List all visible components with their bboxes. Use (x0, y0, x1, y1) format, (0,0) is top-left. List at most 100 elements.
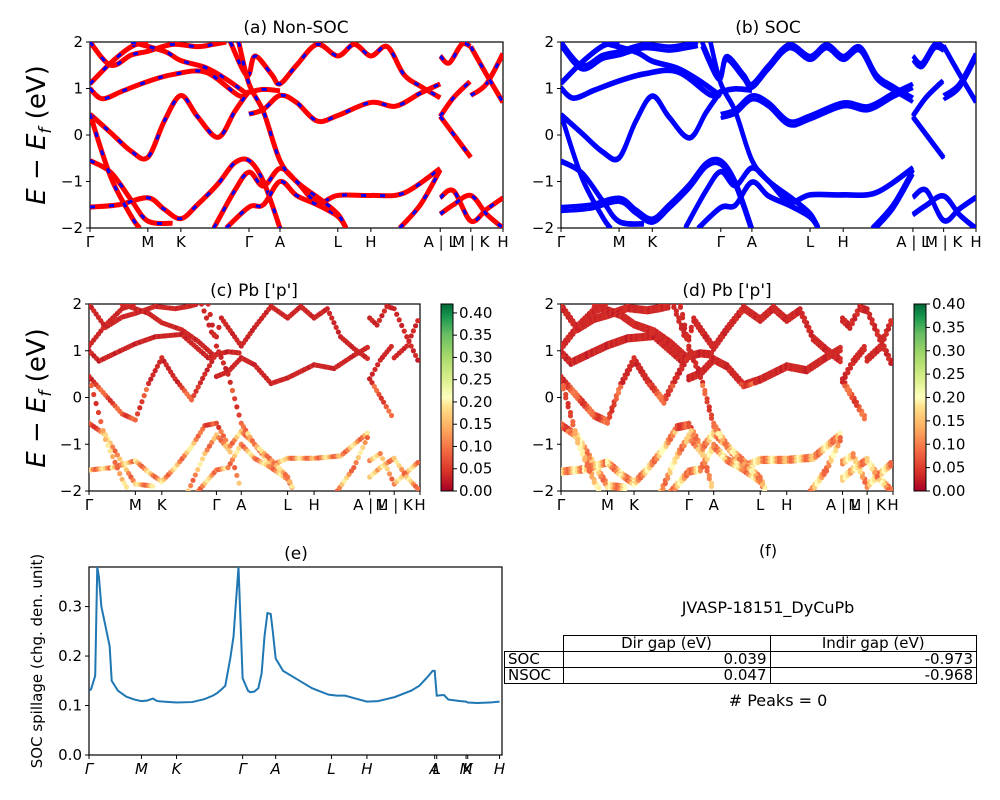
band-line-soc-dash (469, 52, 503, 97)
band-line-soc (683, 165, 915, 228)
x-tick-label: Γ (557, 233, 566, 251)
band-point (188, 483, 194, 489)
band-point (665, 305, 671, 311)
x-tick-label: Γ (557, 496, 566, 514)
band-point (375, 362, 381, 368)
panel-c-ylabel: E − Ef (eV) (22, 328, 56, 468)
band-line-soc (911, 42, 945, 66)
x-tick-label: K (157, 496, 168, 514)
band-point (567, 413, 574, 419)
band-point (877, 337, 883, 343)
x-tick-label: Γ (685, 496, 694, 514)
panel-d-points (561, 304, 893, 491)
colorbar-tick-label: 0.35 (932, 318, 965, 336)
band-point (329, 315, 335, 321)
band-point (110, 444, 116, 450)
band-point (676, 318, 682, 324)
band-point (114, 465, 120, 471)
band-point (203, 315, 210, 321)
band-point (702, 460, 708, 466)
band-point (399, 466, 405, 473)
band-line-soc (561, 161, 753, 228)
x-tick-label: A (709, 496, 720, 514)
band-line-nsoc (90, 156, 283, 228)
band-line-soc (561, 89, 723, 162)
band-point (618, 384, 624, 390)
band-point (374, 322, 380, 328)
band-point (396, 463, 402, 469)
band-point (861, 416, 868, 422)
band-line-soc (561, 91, 723, 163)
y-tick-label: 0 (544, 389, 554, 407)
x-tick-label: Γ (245, 233, 254, 251)
band-point (415, 357, 420, 363)
panel-a-ylabel: E − Ef (eV) (22, 65, 56, 205)
band-point (353, 460, 359, 466)
band-point (199, 456, 206, 462)
band-point (132, 417, 138, 423)
band-line-soc (941, 44, 976, 103)
x-tick-label: L (327, 760, 335, 778)
band-point (596, 487, 602, 491)
band-point (384, 466, 390, 472)
x-tick-label: A | L (353, 496, 387, 514)
band-point (234, 472, 240, 479)
band-point (333, 324, 339, 330)
band-point (679, 446, 685, 452)
band-point (706, 476, 712, 482)
panel-c-colorbar (440, 303, 454, 492)
y-tick-label: 2 (544, 295, 554, 313)
x-tick-label: L (283, 496, 292, 514)
band-point (708, 415, 715, 421)
panel-e-frame (88, 566, 503, 756)
band-point (197, 380, 204, 386)
band-point (218, 354, 224, 360)
band-point (285, 474, 291, 480)
band-point (624, 371, 631, 377)
band-point (394, 311, 400, 317)
band-point (867, 314, 873, 321)
band-point (355, 455, 361, 461)
band-point (415, 486, 420, 491)
band-point (412, 352, 419, 359)
band-point (677, 304, 684, 310)
band-point (609, 408, 615, 414)
band-point (386, 408, 392, 414)
band-point (364, 355, 371, 362)
band-point (686, 423, 692, 430)
band-point (229, 387, 236, 394)
band-point (704, 456, 710, 462)
band-point (379, 456, 386, 462)
band-point (364, 344, 371, 351)
band-point (828, 458, 834, 464)
band-point (676, 450, 683, 456)
band-point (232, 396, 238, 402)
x-tick-label: M | K (375, 496, 414, 514)
band-point (399, 322, 405, 329)
x-tick-label: L (756, 496, 765, 514)
band-point (704, 399, 710, 405)
y-tick-label: −1 (532, 435, 554, 453)
y-tick-label: 2 (73, 33, 83, 51)
y-tick-label: 2 (72, 295, 82, 313)
band-point (202, 451, 208, 457)
band-point (801, 318, 808, 324)
band-line-nsoc (438, 114, 473, 159)
y-tick-label: 0 (72, 389, 82, 407)
band-point (577, 445, 583, 452)
band-point (326, 310, 333, 316)
band-point (204, 447, 210, 453)
band-point (561, 386, 566, 392)
y-tick-label: 1 (72, 342, 82, 360)
band-point (688, 328, 694, 334)
band-point (389, 305, 395, 311)
colorbar-tick-label: 0.05 (459, 460, 492, 478)
band-point (869, 466, 875, 472)
band-point (582, 457, 588, 463)
band-point (879, 342, 885, 348)
colorbar-tick-label: 0.40 (932, 295, 965, 313)
x-tick-label: Γ (212, 496, 221, 514)
band-point (846, 391, 853, 397)
band-point (396, 317, 402, 323)
band-point (123, 484, 130, 490)
